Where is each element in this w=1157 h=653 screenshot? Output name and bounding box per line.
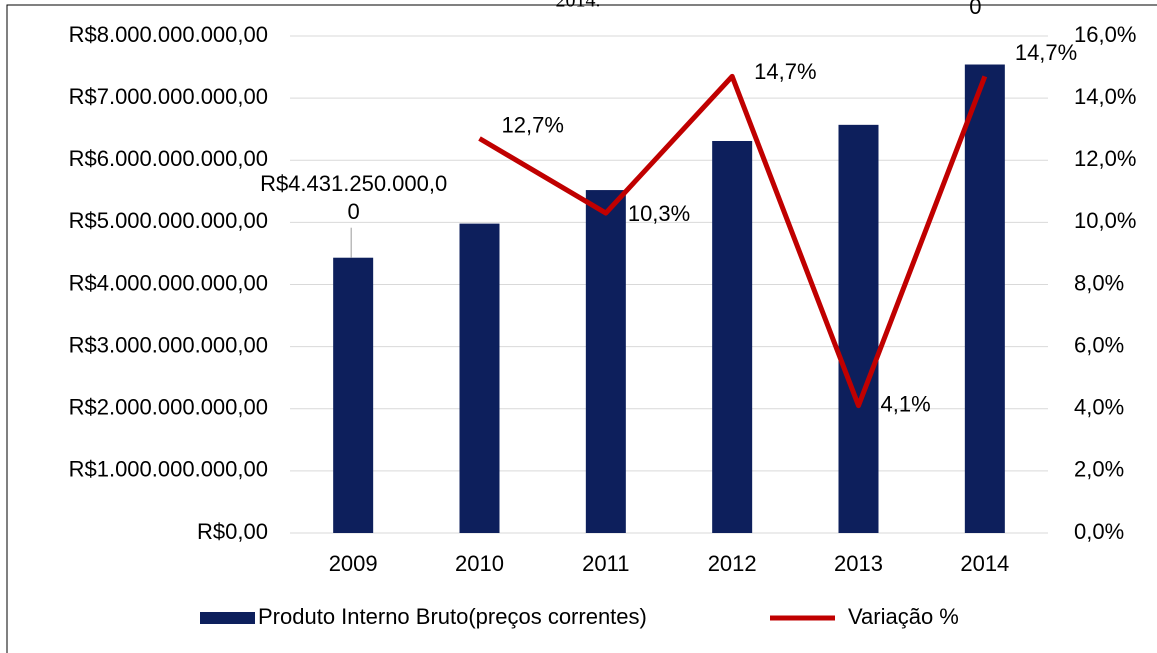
legend-swatch (200, 612, 255, 624)
x-tick-label: 2014 (960, 551, 1009, 576)
legend-label: Produto Interno Bruto(preços correntes) (258, 604, 647, 629)
y-tick-label: R$2.000.000.000,00 (69, 395, 268, 420)
y2-tick-label: 16,0% (1074, 22, 1136, 47)
x-tick-label: 2011 (582, 551, 629, 576)
x-tick-label: 2012 (708, 551, 757, 576)
y-tick-label: R$1.000.000.000,00 (69, 457, 268, 482)
y-tick-label: R$4.000.000.000,00 (69, 270, 268, 295)
line (478, 73, 988, 409)
y2-tick-label: 8,0% (1074, 270, 1124, 295)
y-tick-label: R$3.000.000.000,00 (69, 332, 268, 357)
y2-tick-label: 12,0% (1074, 146, 1136, 171)
bar (585, 190, 626, 533)
y2-tick-label: 2,0% (1074, 457, 1124, 482)
line-value-label: 14,7% (1015, 40, 1077, 65)
y2-tick-label: 6,0% (1074, 332, 1124, 357)
bar-value-label: R$7.541.055.000,00 (969, 0, 982, 19)
line-value-label: 14,7% (754, 59, 816, 84)
y-tick-label: R$5.000.000.000,00 (69, 208, 268, 233)
frame (6, 4, 1157, 653)
y-tick-label: R$8.000.000.000,00 (69, 22, 268, 47)
y-tick-label: R$0,00 (197, 519, 268, 544)
bar (712, 140, 753, 533)
x-tick-label: 2009 (329, 551, 378, 576)
bar-value-label: R$4.431.250.000,00 (260, 170, 448, 224)
line-value-label: 10,3% (628, 201, 690, 226)
x-tick-label: 2010 (455, 551, 504, 576)
bar (838, 124, 879, 534)
y-tick-label: R$7.000.000.000,00 (69, 84, 268, 109)
y2-tick-label: 4,0% (1074, 395, 1124, 420)
y2-tick-label: 10,0% (1074, 208, 1136, 233)
line-value-label: 12,7% (502, 112, 564, 137)
line-value-label: 4,1% (881, 391, 931, 416)
y2-tick-label: 14,0% (1074, 84, 1136, 109)
y2-tick-label: 0,0% (1074, 519, 1124, 544)
y-tick-label: R$6.000.000.000,00 (69, 146, 268, 171)
bar (459, 223, 500, 533)
bar (333, 257, 374, 533)
legend-label: Variação % (848, 604, 959, 629)
bar (964, 64, 1005, 533)
x-tick-label: 2013 (834, 551, 883, 576)
chart-title: 2014. (556, 0, 601, 12)
